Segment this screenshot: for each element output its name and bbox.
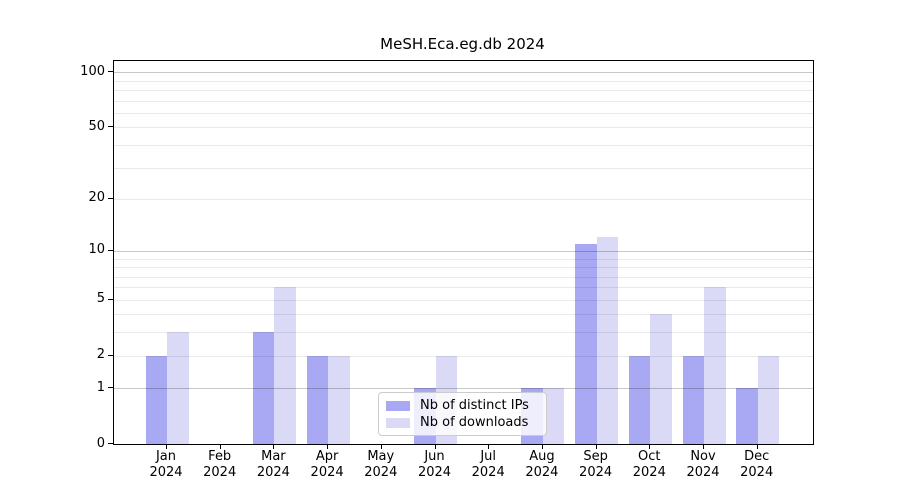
y-tick (108, 355, 113, 356)
x-tick-label: Nov 2024 (686, 449, 720, 480)
grid-layer (114, 61, 813, 444)
x-tick (595, 444, 597, 449)
gridline-minor (114, 332, 813, 333)
gridline-minor (114, 90, 813, 91)
y-tick-label: 50 (88, 118, 105, 134)
gridline-minor (114, 356, 813, 357)
y-tick-label: 10 (88, 242, 105, 258)
gridline-minor (114, 259, 813, 260)
legend-swatch-distinct-ips (386, 400, 410, 411)
y-tick-label: 0 (96, 435, 105, 451)
y-tick (108, 443, 113, 444)
legend-item-downloads: Nb of downloads (386, 415, 538, 430)
x-tick (273, 444, 275, 449)
bar-nb-of-downloads (757, 355, 780, 444)
bar-nb-of-downloads (167, 332, 189, 444)
legend-item-distinct-ips: Nb of distinct IPs (386, 398, 538, 413)
y-tick-label: 5 (96, 291, 105, 307)
y-tick (108, 250, 113, 251)
bar-nb-of-distinct-ips (628, 355, 651, 444)
x-tick (541, 444, 543, 449)
x-tick (380, 444, 382, 449)
x-tick-label: Jun 2024 (417, 449, 452, 480)
gridline-major (114, 251, 813, 252)
bar-nb-of-downloads (328, 355, 350, 444)
x-tick-label: May 2024 (364, 449, 398, 480)
gridline-minor (114, 267, 813, 268)
gridline-minor (114, 277, 813, 278)
gridline-minor (114, 168, 813, 169)
bar-nb-of-distinct-ips (252, 332, 275, 444)
bar-nb-of-downloads (542, 388, 565, 444)
y-tick (108, 71, 113, 72)
x-tick-label: Jan 2024 (149, 449, 183, 480)
legend-swatch-downloads (386, 417, 410, 428)
x-tick-label: Oct 2024 (632, 449, 666, 480)
y-tick (108, 387, 113, 388)
y-tick (108, 198, 113, 199)
legend-label: Nb of distinct IPs (420, 398, 529, 413)
gridline-minor (114, 199, 813, 200)
y-tick-label: 20 (88, 190, 105, 206)
x-tick-label: Dec 2024 (740, 449, 774, 480)
bar-nb-of-downloads (650, 314, 672, 444)
x-tick (703, 444, 704, 449)
gridline-minor (114, 314, 813, 315)
gridline-minor (114, 300, 813, 301)
x-tick-label: Apr 2024 (310, 449, 344, 480)
x-tick (434, 444, 436, 449)
y-tick-label: 1 (96, 379, 105, 395)
bar-nb-of-distinct-ips (736, 388, 758, 444)
x-tick (488, 444, 490, 449)
gridline-major (114, 388, 813, 389)
gridline-minor (114, 101, 813, 102)
x-tick-label: Feb 2024 (203, 449, 237, 480)
gridline-minor (114, 81, 813, 82)
bar-nb-of-downloads (596, 237, 619, 444)
y-tick (108, 299, 113, 300)
x-tick (166, 444, 167, 449)
y-tick-label: 100 (80, 63, 105, 79)
plot-area: Nb of distinct IPs Nb of downloads (113, 60, 814, 445)
gridline-minor (114, 145, 813, 146)
legend-label: Nb of downloads (420, 415, 529, 430)
chart-title: MeSH.Eca.eg.db 2024 (380, 35, 545, 53)
bar-nb-of-distinct-ips (145, 355, 167, 444)
legend: Nb of distinct IPs Nb of downloads (378, 392, 547, 436)
bar-nb-of-distinct-ips (306, 355, 329, 444)
gridline-minor (114, 287, 813, 288)
x-tick (219, 444, 221, 449)
gridline-minor (114, 113, 813, 114)
gridline-major (114, 72, 813, 73)
bar-nb-of-downloads (274, 287, 296, 444)
x-tick-label: Jul 2024 (471, 449, 505, 480)
x-tick (327, 444, 329, 449)
x-tick-label: Aug 2024 (525, 449, 559, 480)
bar-nb-of-downloads (704, 287, 726, 444)
x-tick (756, 444, 758, 449)
x-tick-label: Sep 2024 (579, 449, 613, 480)
gridline-minor (114, 127, 813, 128)
y-tick-label: 2 (96, 347, 105, 363)
x-tick-label: Mar 2024 (256, 449, 290, 480)
bar-nb-of-distinct-ips (575, 243, 597, 444)
bar-nb-of-distinct-ips (682, 355, 704, 444)
x-tick (649, 444, 651, 449)
y-tick (108, 126, 113, 127)
